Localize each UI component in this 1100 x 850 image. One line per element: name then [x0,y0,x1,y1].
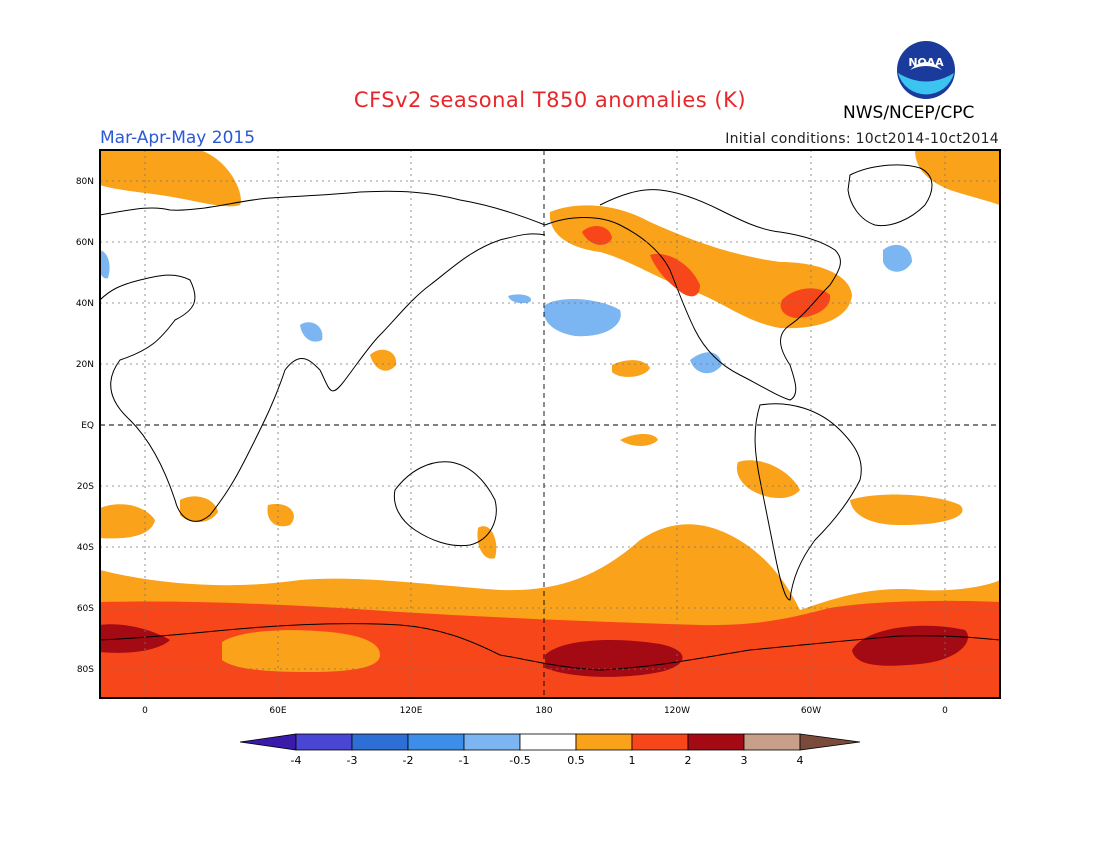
warm1-north-america [549,205,852,329]
colorbar-label: 4 [797,754,804,767]
colorbar-label: 3 [741,754,748,767]
warm1-south-atlantic-west [100,504,155,539]
colorbar-label: -4 [291,754,302,767]
lat-label: 60N [76,238,94,248]
lat-labels: 80N 60N 40N 20N EQ 20S 40S 60S 80S [76,177,94,675]
cool-mexico [690,352,722,374]
lon-labels: 0 60E 120E 180 120W 60W 0 [142,706,948,716]
lat-label: 20N [76,360,94,370]
warm1-arctic-west [100,150,241,207]
warm1-arctic-east [915,150,1000,205]
colorbar-cell [463,733,521,751]
colorbar-arrow-right [799,733,861,751]
lon-label: 120W [664,706,690,716]
cool-india [300,322,323,342]
warm1-south-china [370,349,397,371]
warm1-south-atlantic-east [850,494,963,525]
lon-label: 180 [535,706,552,716]
colorbar: -4 -3 -2 -1 -0.5 0.5 1 2 3 4 [239,733,861,767]
lat-label: 40S [77,543,94,553]
major-axes [100,150,1000,698]
coast-arctic-eurasia [100,190,546,226]
coast-south-america [754,403,862,601]
lon-label: 60W [801,706,821,716]
coastlines [100,164,1000,671]
coast-australia [393,461,497,547]
colorbar-cell [687,733,745,751]
colorbar-label: 0.5 [567,754,585,767]
map-title: CFSv2 seasonal T850 anomalies (K) [353,88,747,112]
colorbar-cell [295,733,353,751]
colorbar-label: -1 [459,754,470,767]
lat-label: 20S [77,482,94,492]
colorbar-cell [743,733,801,751]
cool-north-pacific [543,298,621,337]
cool-atlantic [883,244,912,272]
cool-north-pacific-small [508,294,531,304]
colorbar-label: 1 [629,754,636,767]
coast-greenland [847,164,933,227]
warm1-tropical-pacific [612,360,650,377]
lon-label: 120E [400,706,423,716]
colorbar-label: -3 [347,754,358,767]
logo-text: NOAA [908,56,944,69]
warm1-equatorial-pacific [620,434,658,446]
noaa-logo: NOAA [897,41,955,99]
lat-label: 80S [77,665,94,675]
graticule [100,150,1000,698]
anomaly-fields [100,150,1000,698]
warm2-west-canada [650,253,700,297]
colorbar-label: -0.5 [509,754,530,767]
lon-label: 0 [942,706,948,716]
warm1-patch-antarctica [222,630,380,672]
coast-antarctica [100,623,1000,671]
colorbar-cell [407,733,465,751]
warm1-south-america [736,460,800,499]
warm2-alaska [582,226,612,245]
colorbar-cell [631,733,689,751]
cool-west-europe [100,250,110,279]
map-frame [99,149,1001,699]
warm1-australia-east [477,526,497,559]
coast-europe-africa [100,233,546,522]
colorbar-cell [351,733,409,751]
colorbar-label: 2 [685,754,692,767]
coast-north-america [544,189,841,401]
warm1-indian-ocean [267,504,294,527]
warm2-band-southern-ocean [100,600,1000,698]
lat-label: EQ [81,421,94,431]
lat-label: 60S [77,604,94,614]
colorbar-cell [575,733,633,751]
lon-label: 60E [269,706,286,716]
season-label: Mar-Apr-May 2015 [100,128,256,148]
lon-label: 0 [142,706,148,716]
warm2-great-lakes [780,288,831,318]
lat-label: 80N [76,177,94,187]
warm3-patch-west [100,624,170,653]
colorbar-label: -2 [403,754,414,767]
warm3-patch-ross [545,639,683,677]
agency-label: NWS/NCEP/CPC [843,103,975,123]
lat-label: 40N [76,299,94,309]
initial-conditions-label: Initial conditions: 10ct2014-10ct2014 [725,131,999,147]
colorbar-cell [519,733,577,751]
colorbar-arrow-left [239,733,297,751]
